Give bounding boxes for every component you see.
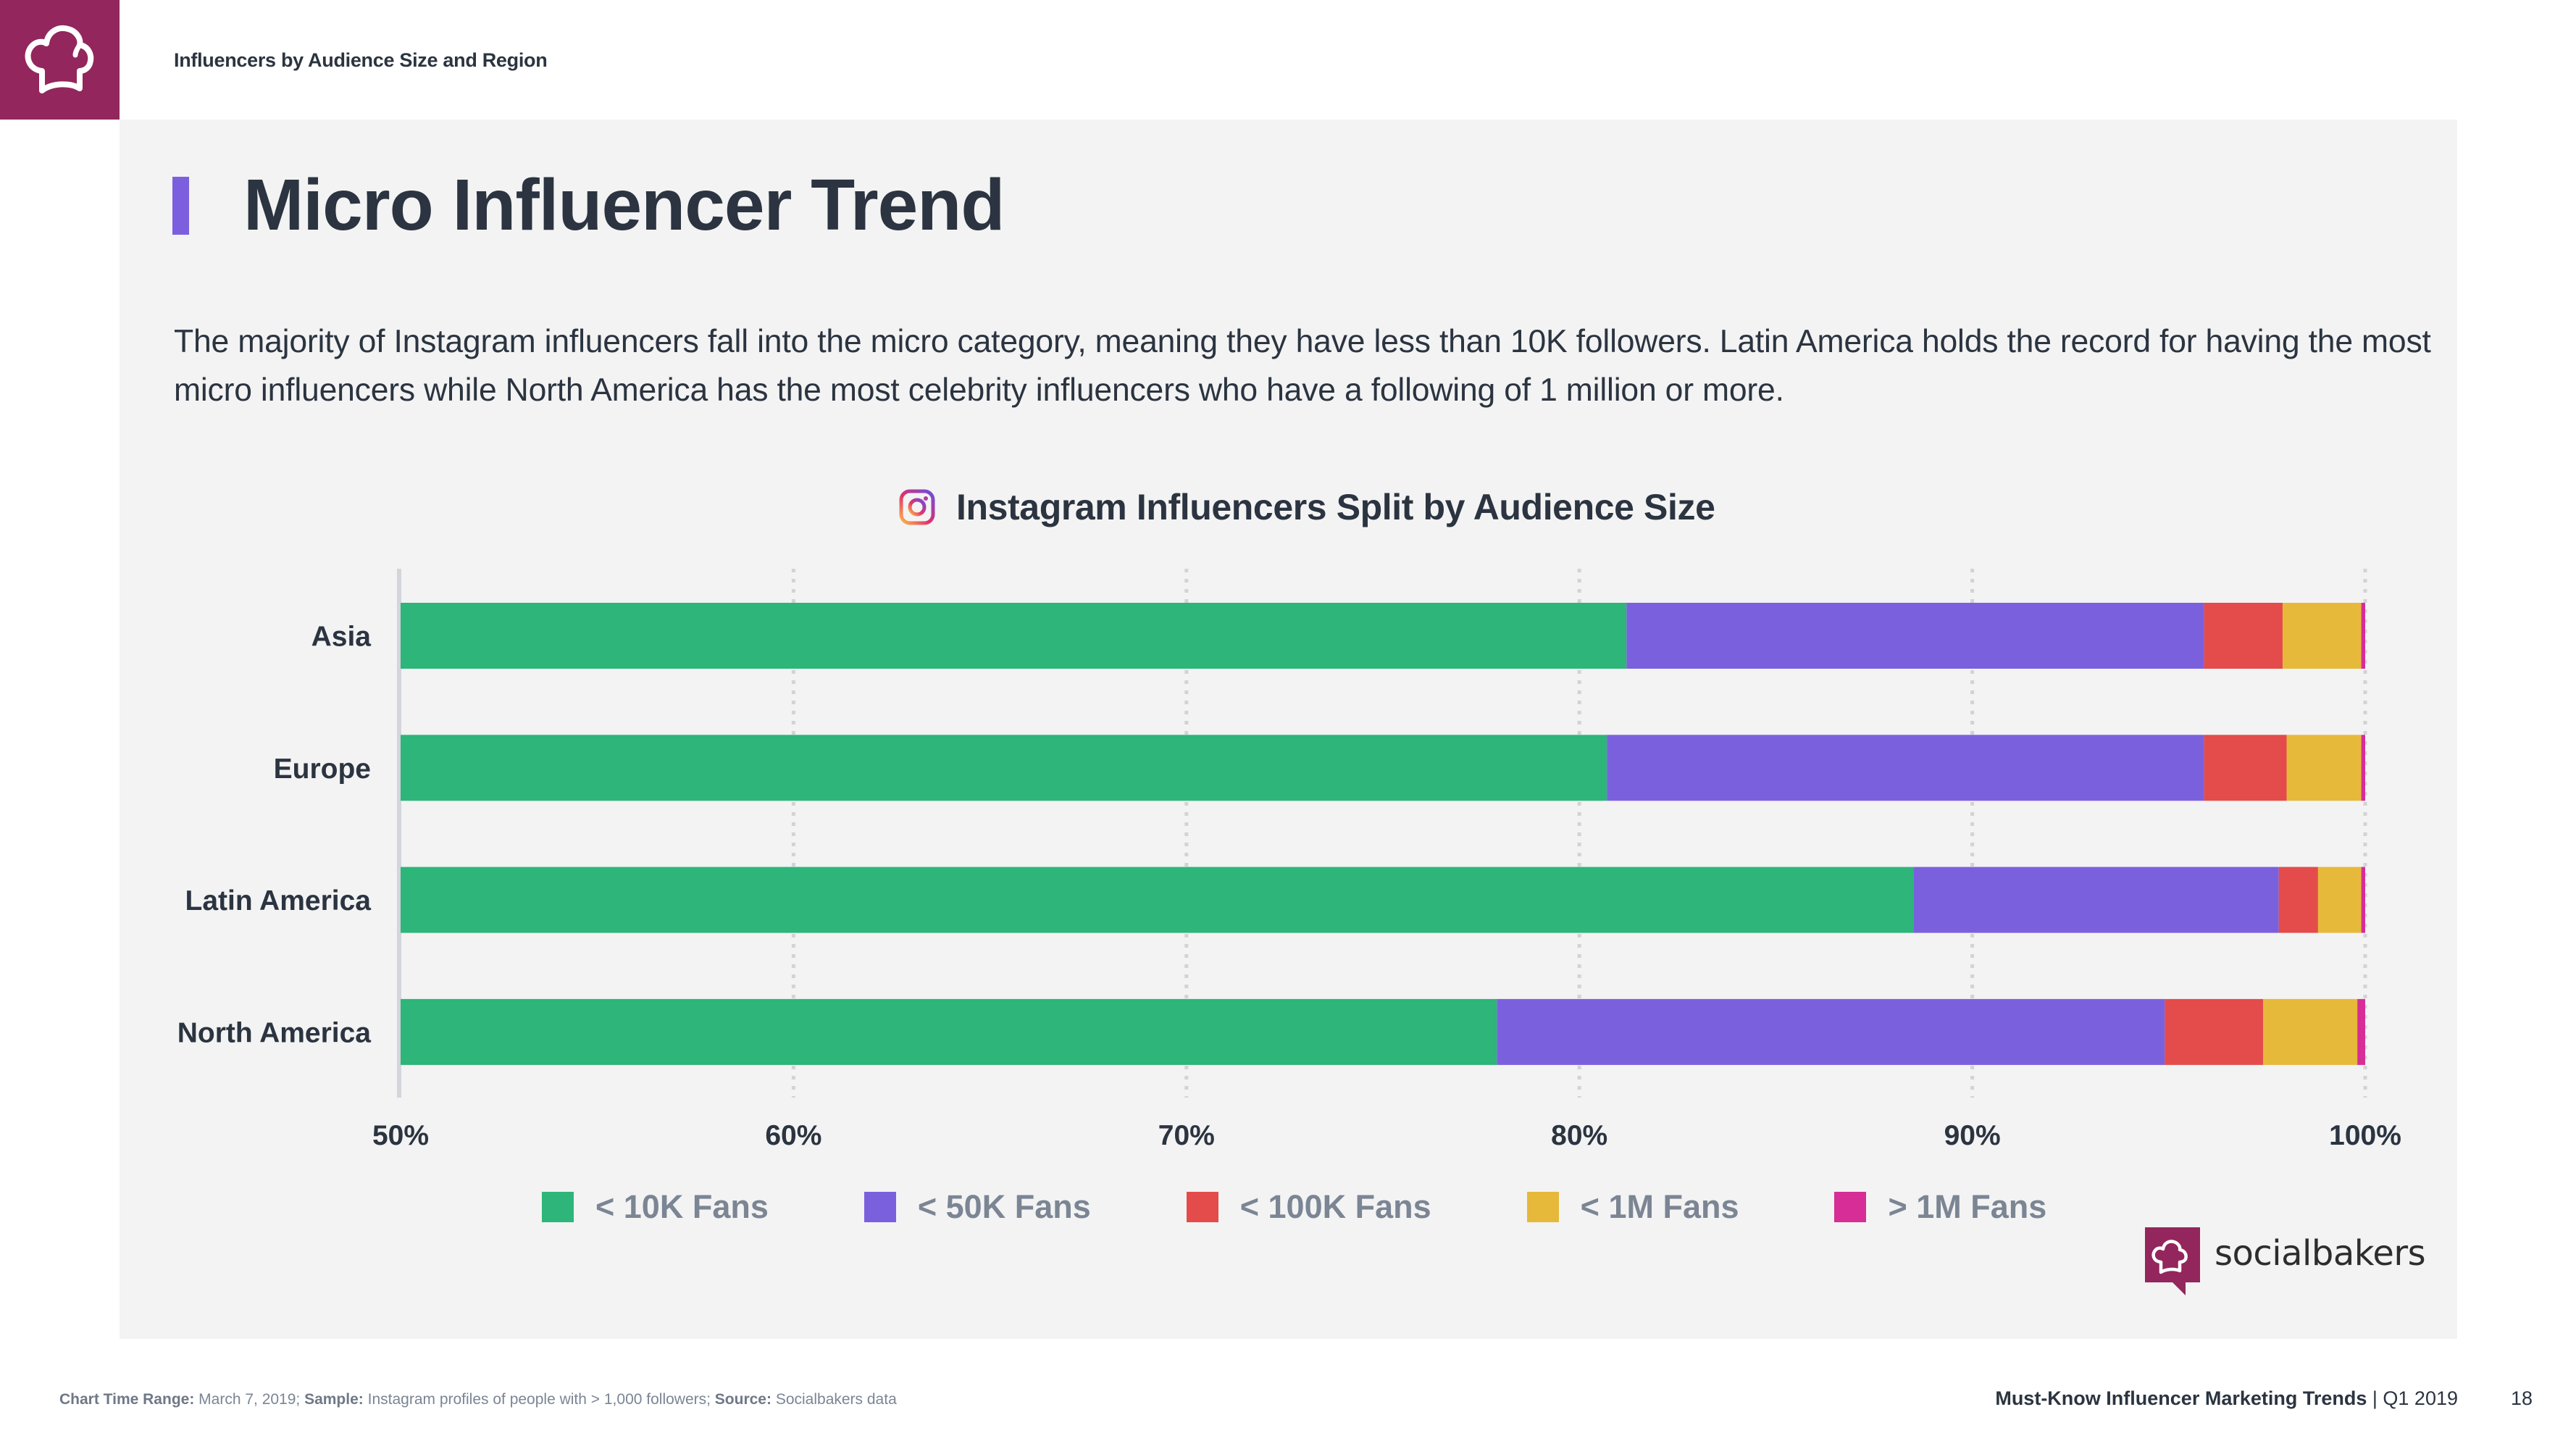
labels-layer: 50% 60% 70% 80% 90% 100% Asia Europe Latin Ameri… [177, 622, 2401, 1152]
x-tick-label: 100% [2329, 1120, 2401, 1151]
chart-title: Instagram Influencers Split by Audience … [956, 487, 1715, 527]
source-label: Source: [714, 1391, 771, 1408]
sample-label: Sample: [304, 1391, 364, 1408]
content-panel [120, 120, 2457, 1339]
bar-segment [2357, 998, 2365, 1065]
time-range-label: Chart Time Range: [59, 1391, 195, 1408]
grid-layer [397, 569, 2367, 1098]
bar-segment [1497, 998, 2165, 1065]
sample-value: Instagram profiles of people with > 1,00… [363, 1391, 715, 1408]
brand-tile [0, 0, 120, 120]
legend-item: < 100K Fans [1186, 1188, 1431, 1226]
legend-label: > 1M Fans [1888, 1188, 2047, 1225]
legend-label: < 1M Fans [1580, 1188, 1739, 1225]
chart-legend: < 10K Fans < 50K Fans < 100K Fans < 1M Fans… [542, 1188, 2046, 1226]
socialbakers-logo: socialbakers [2145, 1227, 2426, 1297]
legend-label: < 50K Fans [917, 1188, 1091, 1225]
bar-segment [2262, 998, 2358, 1065]
bar-group [401, 867, 2365, 933]
category-label: Latin America [185, 885, 372, 916]
bar-segment [2317, 867, 2362, 933]
legend-item: > 1M Fans [1834, 1188, 2046, 1226]
page-number: 18 [2511, 1387, 2533, 1409]
legend-item: < 10K Fans [542, 1188, 769, 1226]
bar-segment [1607, 735, 2204, 801]
bar-group [401, 603, 2365, 669]
legend-swatch [1186, 1192, 1218, 1222]
legend-swatch [542, 1192, 574, 1222]
legend-swatch [1834, 1192, 1867, 1222]
bar-group [401, 998, 2365, 1065]
bars-layer [401, 603, 2365, 1065]
x-tick-label: 70% [1158, 1120, 1215, 1151]
time-range-value: March 7, 2019; [194, 1391, 305, 1408]
category-label: Europe [274, 753, 371, 785]
bar-segment [2361, 867, 2365, 933]
bar-segment [401, 603, 1627, 669]
page-title: Micro Influencer Trend [243, 164, 1005, 246]
bar-segment [401, 735, 1607, 801]
legend-label: < 100K Fans [1239, 1188, 1431, 1225]
bar-segment [2204, 735, 2287, 801]
bar-segment [1913, 867, 2279, 933]
legend-item: < 1M Fans [1526, 1188, 1739, 1226]
bar-segment [2361, 603, 2365, 669]
x-tick-label: 60% [765, 1120, 821, 1151]
report-title: Must-Know Influencer Marketing Trends [1995, 1387, 2367, 1409]
report-period: | Q1 2019 [2367, 1387, 2458, 1409]
x-tick-label: 90% [1944, 1120, 2001, 1151]
description-text: The majority of Instagram influencers fa… [174, 324, 2431, 408]
source-value: Socialbakers data [771, 1391, 897, 1408]
bar-segment [2283, 603, 2362, 669]
bar-segment [2278, 867, 2318, 933]
footer-report: Must-Know Influencer Marketing Trends | … [1995, 1387, 2458, 1410]
bar-segment [1626, 603, 2204, 669]
legend-label: < 10K Fans [595, 1188, 769, 1225]
x-tick-label: 50% [372, 1120, 429, 1151]
chef-hat-icon [25, 25, 94, 93]
bar-segment [401, 867, 1914, 933]
legend-swatch [863, 1192, 896, 1222]
x-tick-label: 80% [1551, 1120, 1607, 1151]
socialbakers-logo-icon [2145, 1227, 2200, 1295]
bar-segment [401, 998, 1497, 1065]
instagram-icon [899, 489, 935, 525]
category-label: North America [177, 1017, 372, 1048]
bar-segment [2286, 735, 2362, 801]
bar-segment [2361, 735, 2365, 801]
chart-title-row: Instagram Influencers Split by Audience … [898, 482, 1715, 533]
legend-swatch [1526, 1192, 1559, 1222]
footer-sources: Chart Time Range: March 7, 2019; Sample:… [59, 1391, 897, 1408]
bar-segment [2165, 998, 2263, 1065]
section-title: Influencers by Audience Size and Region [174, 49, 548, 71]
category-label: Asia [311, 622, 372, 653]
socialbakers-wordmark: socialbakers [2215, 1233, 2426, 1274]
bar-segment [2204, 603, 2283, 669]
bar-group [401, 735, 2365, 801]
legend-item: < 50K Fans [863, 1188, 1091, 1226]
title-accent-bar [172, 177, 189, 235]
